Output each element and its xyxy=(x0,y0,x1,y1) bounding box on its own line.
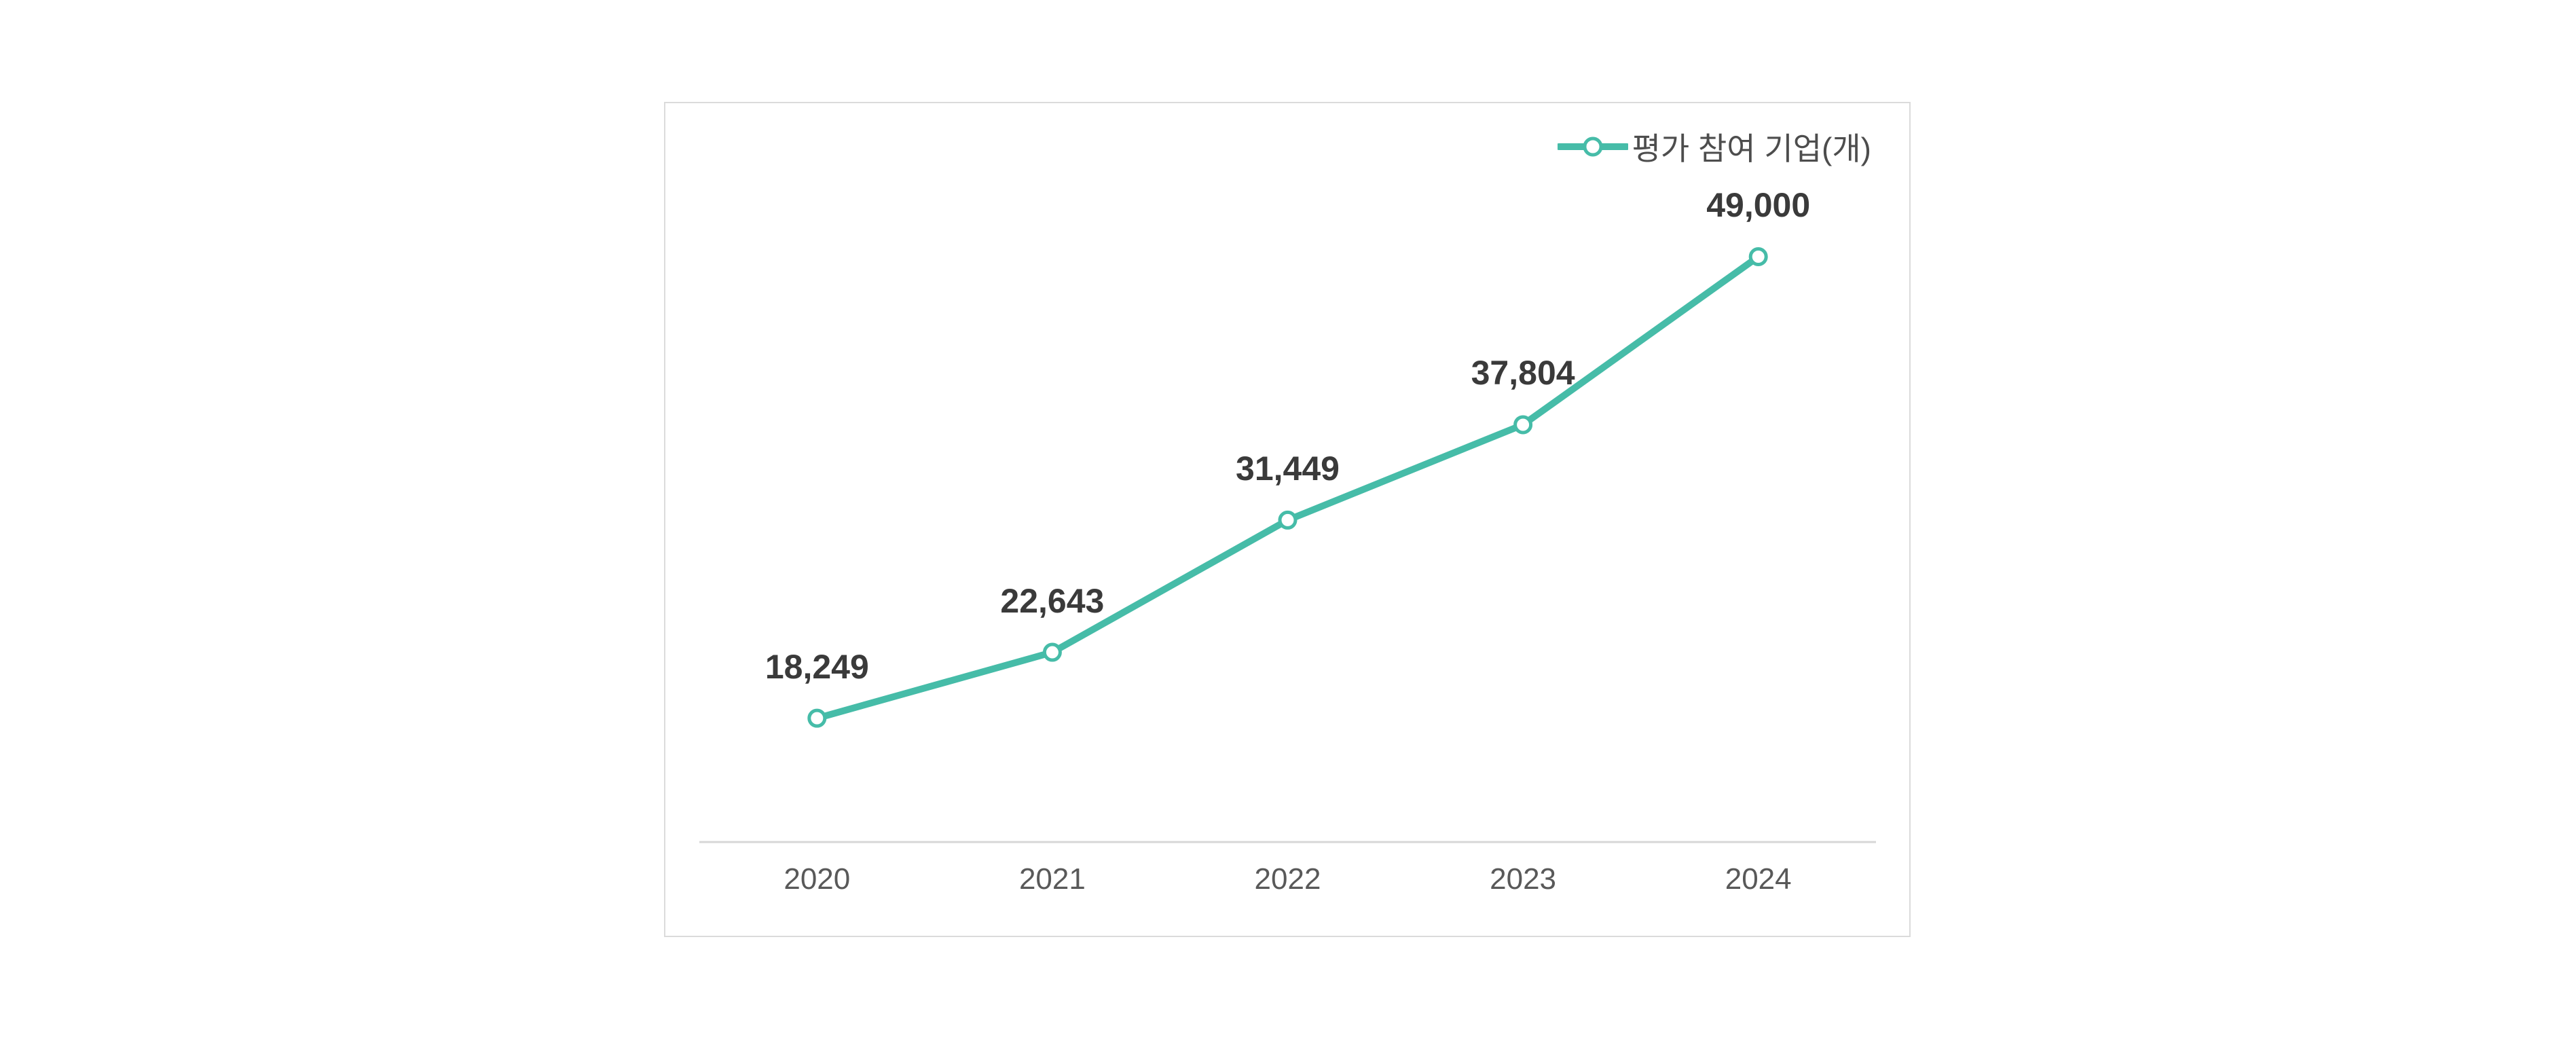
data-point-marker xyxy=(807,708,827,728)
legend-label: 평가 참여 기업(개) xyxy=(1632,131,1871,166)
chart-card: 평가 참여 기업(개) 18,249 2020 22,643 2021 31,449 20… xyxy=(664,102,1911,937)
line-chart-plot xyxy=(699,247,1876,843)
line-marker-icon xyxy=(1557,136,1628,157)
data-point-marker xyxy=(1042,642,1062,662)
data-point-marker xyxy=(1748,247,1768,266)
data-point-marker xyxy=(1278,510,1298,530)
data-line xyxy=(813,253,1762,722)
chart-legend: 평가 참여 기업(개) xyxy=(1557,129,1871,166)
data-point-marker xyxy=(1513,415,1533,435)
